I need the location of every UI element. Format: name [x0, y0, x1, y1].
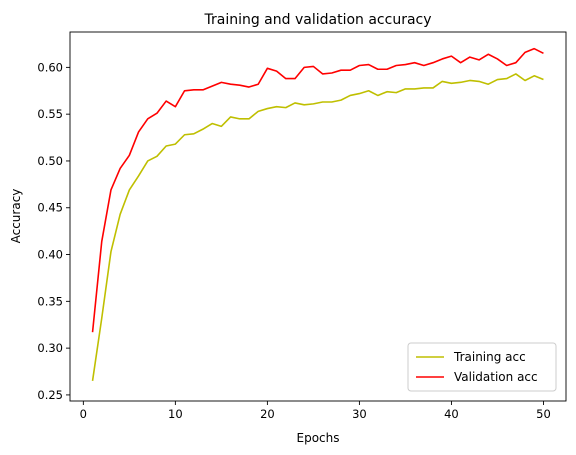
- x-tick-label: 10: [168, 407, 183, 421]
- series-line-training-acc: [91, 73, 544, 381]
- x-tick-label: 40: [444, 407, 459, 421]
- legend: Training acc Validation acc: [407, 342, 557, 392]
- x-tick-label: 50: [536, 407, 551, 421]
- x-axis-label: Epochs: [297, 431, 340, 445]
- y-tick-label: 0.55: [37, 107, 63, 121]
- axis-ticks: 0 10 20 30 40 50 0.25 0.30 0.35 0.40 0.45 0.50 0.55 0…: [37, 60, 550, 421]
- x-tick-label: 0: [80, 407, 87, 421]
- series-lines: [91, 47, 544, 381]
- y-axis-label: Accuracy: [9, 189, 23, 244]
- plot-frame: [69, 31, 567, 402]
- y-tick-label: 0.35: [37, 294, 63, 308]
- y-tick-label: 0.45: [37, 201, 63, 215]
- y-tick-label: 0.40: [37, 248, 63, 262]
- x-tick-label: 20: [260, 407, 275, 421]
- chart-title: Training and validation accuracy: [203, 12, 431, 28]
- legend-box: [407, 342, 557, 392]
- legend-label-training-acc: Training acc: [453, 350, 526, 364]
- y-tick-label: 0.60: [37, 60, 63, 74]
- y-tick-label: 0.50: [37, 154, 63, 168]
- x-tick-label: 30: [352, 407, 367, 421]
- series-line-validation-acc: [91, 47, 544, 333]
- legend-label-validation-acc: Validation acc: [454, 370, 538, 384]
- y-tick-label: 0.25: [37, 388, 63, 402]
- y-tick-label: 0.30: [37, 341, 63, 355]
